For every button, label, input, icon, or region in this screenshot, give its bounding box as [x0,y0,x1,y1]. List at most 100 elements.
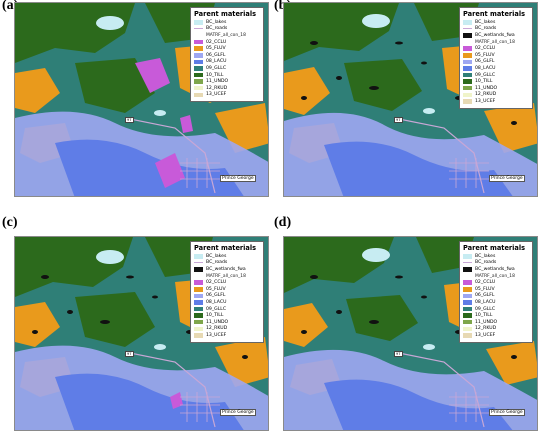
legend-item: BC_lakes [463,19,529,26]
highway-shield: 97 [394,117,403,123]
legend-swatch [463,262,472,264]
legend-item: BC_wetlands_fwa [463,32,529,39]
legend-item: 13_UCEF [463,98,529,105]
legend-label: 11_UNDO [206,319,229,325]
legend-swatch [194,293,203,299]
legend-label: 09_GLLC [475,72,496,78]
legend-item: BC_roads [194,26,260,33]
legend-item: 08_LACU [463,299,529,306]
legend-label: 06_GLFL [206,293,226,299]
legend-swatch [463,46,472,51]
legend-label: MATRF_all_con_18 [475,273,515,279]
legend-swatch [463,313,472,318]
legend-item: 11_UNDO [194,78,260,85]
legend-label: BC_wetlands_fwa [475,266,515,272]
legend-label: 02_CCLU [475,280,496,286]
legend-item: 13_UCEF [463,332,529,339]
legend-item: 13_UCEF [194,92,260,99]
legend-title: Parent materials [194,10,257,18]
legend-item: 05_FLUV [463,286,529,293]
legend-item: 06_GLFL [463,59,529,66]
legend-item: 10_TILL [463,78,529,85]
legend-title: Parent materials [194,244,257,252]
legend-swatch [463,53,472,58]
legend-label: 12_RKUD [206,326,228,332]
legend-a: Parent materials BC_lakes BC_roads MATRF… [190,7,264,103]
legend-swatch [463,326,472,332]
legend-item: BC_roads [194,260,260,267]
legend-item: 02_CCLU [194,39,260,46]
legend-swatch [194,326,203,332]
legend-swatch [463,92,472,98]
legend-d: Parent materials BC_lakes BC_roads BC_we… [459,241,533,343]
legend-item: MATRF_all_con_18 [463,273,529,280]
legend-swatch [463,33,472,38]
legend-swatch [463,79,472,84]
legend-item: 10_TILL [463,312,529,319]
legend-item: 12_RKUD [194,326,260,333]
legend-item: 05_FLUV [194,45,260,52]
map-panel-b: Parent materials BC_lakes BC_roads BC_we… [283,2,538,197]
legend-item: 02_CCLU [463,45,529,52]
legend-item: 06_GLFL [194,52,260,59]
legend-swatch [194,254,203,259]
legend-label: 02_CCLU [206,39,227,45]
legend-swatch [463,40,472,45]
legend-label: 13_UCEF [206,332,227,338]
legend-label: 10_TILL [475,313,493,319]
legend-label: 12_RKUD [475,326,497,332]
legend-swatch [463,66,472,71]
legend-label: 11_UNDO [475,319,498,325]
legend-item: BC_lakes [463,253,529,260]
legend-swatch [463,99,472,104]
legend-item: 08_LACU [463,65,529,72]
legend-label: 13_UCEF [475,332,496,338]
legend-label: 10_TILL [206,72,224,78]
legend-swatch [194,274,203,279]
legend-label: BC_lakes [475,19,496,25]
legend-item: 06_GLFL [463,293,529,300]
legend-item: 12_RKUD [463,92,529,99]
legend-swatch [194,92,203,98]
legend-swatch [194,267,203,272]
city-label: Prince George [220,409,256,416]
legend-label: 11_UNDO [206,79,229,85]
legend-label: 11_UNDO [475,85,498,91]
legend-title: Parent materials [463,10,526,18]
legend-c: Parent materials BC_lakes BC_roads BC_we… [190,241,264,343]
legend-item: 13_UCEF [194,332,260,339]
highway-shield: 97 [125,351,134,357]
legend-swatch [194,79,203,84]
legend-item: 05_FLUV [463,52,529,59]
legend-label: BC_roads [475,260,497,266]
legend-swatch [194,300,203,305]
legend-b: Parent materials BC_lakes BC_roads BC_we… [459,7,533,109]
legend-label: MATRF_all_con_18 [206,273,246,279]
legend-item: 11_UNDO [463,319,529,326]
legend-label: BC_lakes [475,253,496,259]
panel-label-c: (c) [2,215,18,230]
legend-item: MATRF_all_con_18 [194,273,260,280]
legend-label: 06_GLFL [475,59,495,65]
legend-item: 09_GLLC [463,72,529,79]
legend-label: BC_roads [475,26,497,32]
legend-label: 10_TILL [206,313,224,319]
legend-swatch [463,254,472,259]
legend-label: 13_UCEF [475,98,496,104]
legend-label: 09_GLLC [206,65,227,71]
legend-swatch [463,280,472,285]
legend-swatch [194,85,203,91]
legend-label: 08_LACU [206,59,227,65]
legend-swatch [194,306,203,312]
legend-swatch [194,20,203,25]
legend-item: MATRF_all_con_18 [463,39,529,46]
highway-shield: 97 [125,117,134,123]
legend-label: 12_RKUD [475,92,497,98]
legend-label: 06_GLFL [206,52,226,58]
legend-swatch [463,274,472,279]
legend-label: BC_lakes [206,253,227,259]
legend-swatch [194,313,203,318]
legend-swatch [463,293,472,299]
legend-item: BC_lakes [194,253,260,260]
legend-item: 09_GLLC [194,306,260,313]
